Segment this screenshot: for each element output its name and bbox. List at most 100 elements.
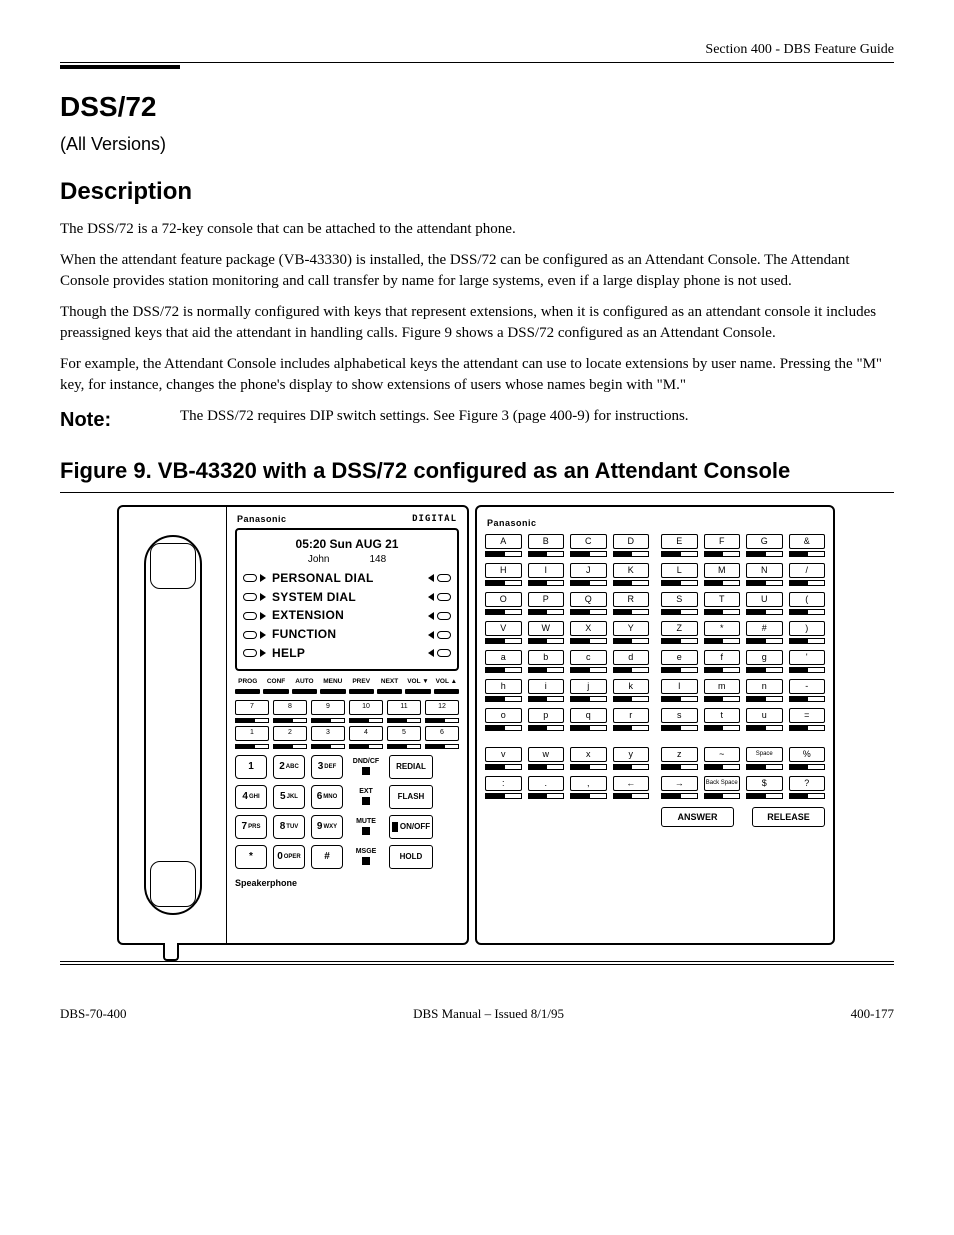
dss-key[interactable]: / xyxy=(789,563,826,578)
ff-key[interactable]: 1 xyxy=(235,726,269,741)
dss-key[interactable]: R xyxy=(613,592,650,607)
dss-key[interactable]: j xyxy=(570,679,607,694)
dss-key[interactable]: a xyxy=(485,650,522,665)
dss-key[interactable]: T xyxy=(704,592,741,607)
ff-key[interactable]: 7 xyxy=(235,700,269,715)
dss-key[interactable]: ( xyxy=(789,592,826,607)
dss-key[interactable]: k xyxy=(613,679,650,694)
dss-key[interactable]: Y xyxy=(613,621,650,636)
dss-key[interactable]: , xyxy=(570,776,607,791)
dss-key[interactable]: E xyxy=(661,534,698,549)
dss-key[interactable]: b xyxy=(528,650,565,665)
dss-key[interactable]: d xyxy=(613,650,650,665)
dss-key[interactable]: n xyxy=(746,679,783,694)
ff-key[interactable]: 5 xyxy=(387,726,421,741)
ff-key[interactable]: 8 xyxy=(273,700,307,715)
dss-key[interactable]: ~ xyxy=(704,747,741,762)
dss-key[interactable]: N xyxy=(746,563,783,578)
dss-key[interactable]: C xyxy=(570,534,607,549)
dss-key[interactable]: X xyxy=(570,621,607,636)
dss-key[interactable]: W xyxy=(528,621,565,636)
dial-key[interactable]: * xyxy=(235,845,267,869)
dss-key[interactable]: r xyxy=(613,708,650,723)
dss-key[interactable]: $ xyxy=(746,776,783,791)
ff-key[interactable]: 11 xyxy=(387,700,421,715)
dss-key[interactable]: y xyxy=(613,747,650,762)
dss-key[interactable]: ← xyxy=(613,776,650,791)
dss-key[interactable]: K xyxy=(613,563,650,578)
dss-key[interactable]: g xyxy=(746,650,783,665)
dial-key[interactable]: 9WXY xyxy=(311,815,343,839)
dss-key[interactable]: O xyxy=(485,592,522,607)
dss-key[interactable]: I xyxy=(528,563,565,578)
feature-button[interactable]: ON/OFF xyxy=(389,815,433,839)
dss-key[interactable]: S xyxy=(661,592,698,607)
feature-button[interactable]: REDIAL xyxy=(389,755,433,779)
feature-button[interactable]: HOLD xyxy=(389,845,433,869)
dss-key[interactable]: - xyxy=(789,679,826,694)
dss-key[interactable]: h xyxy=(485,679,522,694)
dss-key[interactable]: l xyxy=(661,679,698,694)
dss-key[interactable]: J xyxy=(570,563,607,578)
dss-key[interactable]: % xyxy=(789,747,826,762)
dss-key[interactable]: p xyxy=(528,708,565,723)
dial-key[interactable]: 4GHI xyxy=(235,785,267,809)
dss-key[interactable]: L xyxy=(661,563,698,578)
dial-key[interactable]: 2ABC xyxy=(273,755,305,779)
feature-button[interactable]: FLASH xyxy=(389,785,433,809)
dss-key[interactable]: ? xyxy=(789,776,826,791)
dial-key[interactable]: 3DEF xyxy=(311,755,343,779)
ff-key[interactable]: 12 xyxy=(425,700,459,715)
dss-key[interactable]: o xyxy=(485,708,522,723)
dss-key[interactable]: : xyxy=(485,776,522,791)
ff-key[interactable]: 9 xyxy=(311,700,345,715)
dial-key[interactable]: # xyxy=(311,845,343,869)
ff-key[interactable]: 6 xyxy=(425,726,459,741)
dss-key[interactable]: → xyxy=(661,776,698,791)
dss-key[interactable]: m xyxy=(704,679,741,694)
answer-button[interactable]: ANSWER xyxy=(661,807,734,827)
dss-key[interactable]: Back Space xyxy=(704,776,741,791)
dss-key[interactable]: U xyxy=(746,592,783,607)
dss-key[interactable]: ) xyxy=(789,621,826,636)
dss-key[interactable]: B xyxy=(528,534,565,549)
dss-key[interactable]: A xyxy=(485,534,522,549)
dss-key[interactable]: * xyxy=(704,621,741,636)
ff-key[interactable]: 3 xyxy=(311,726,345,741)
dss-key[interactable]: f xyxy=(704,650,741,665)
dss-key[interactable]: q xyxy=(570,708,607,723)
ff-key[interactable]: 2 xyxy=(273,726,307,741)
dss-key[interactable]: . xyxy=(528,776,565,791)
dss-key[interactable]: & xyxy=(789,534,826,549)
dss-key[interactable]: ' xyxy=(789,650,826,665)
dss-key[interactable]: Z xyxy=(661,621,698,636)
ff-key[interactable]: 4 xyxy=(349,726,383,741)
dial-key[interactable]: 5JKL xyxy=(273,785,305,809)
dial-key[interactable]: 1 xyxy=(235,755,267,779)
release-button[interactable]: RELEASE xyxy=(752,807,825,827)
dial-key[interactable]: 6MNO xyxy=(311,785,343,809)
dss-key[interactable]: s xyxy=(661,708,698,723)
dss-key[interactable]: # xyxy=(746,621,783,636)
dss-key[interactable]: D xyxy=(613,534,650,549)
dial-key[interactable]: 8TUV xyxy=(273,815,305,839)
dss-key[interactable]: z xyxy=(661,747,698,762)
dss-key[interactable]: v xyxy=(485,747,522,762)
dss-key[interactable]: x xyxy=(570,747,607,762)
dss-key[interactable]: c xyxy=(570,650,607,665)
dss-key[interactable]: w xyxy=(528,747,565,762)
dss-key[interactable]: G xyxy=(746,534,783,549)
dss-key[interactable]: e xyxy=(661,650,698,665)
dss-key[interactable]: F xyxy=(704,534,741,549)
dss-key[interactable]: V xyxy=(485,621,522,636)
dss-key[interactable]: t xyxy=(704,708,741,723)
dss-key[interactable]: P xyxy=(528,592,565,607)
dss-key[interactable]: i xyxy=(528,679,565,694)
dss-key[interactable]: u xyxy=(746,708,783,723)
dss-key[interactable]: H xyxy=(485,563,522,578)
dss-key[interactable]: = xyxy=(789,708,826,723)
ff-key[interactable]: 10 xyxy=(349,700,383,715)
dss-key[interactable]: Q xyxy=(570,592,607,607)
dss-key[interactable]: Space xyxy=(746,747,783,762)
dial-key[interactable]: 0OPER xyxy=(273,845,305,869)
